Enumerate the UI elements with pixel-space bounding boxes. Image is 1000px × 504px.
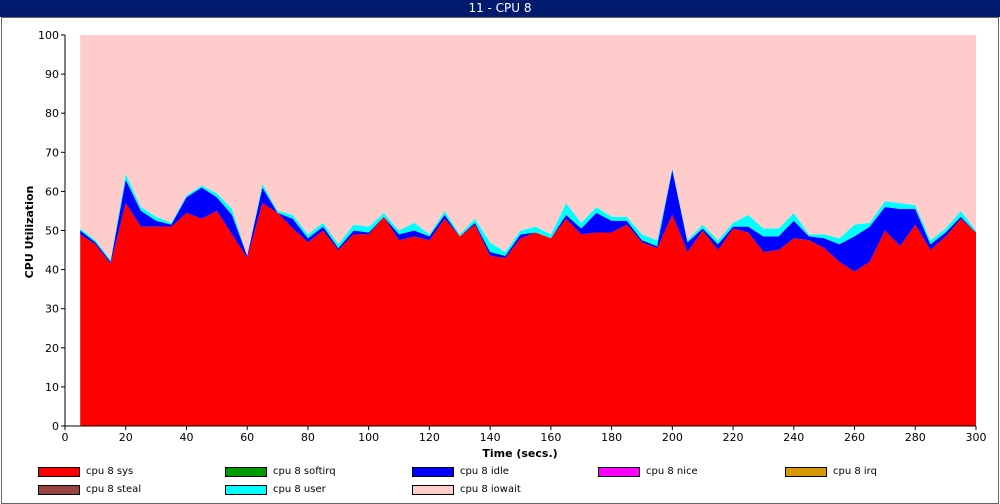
y-axis-label: CPU Utilization	[23, 186, 36, 279]
x-tick-label: 20	[119, 431, 133, 444]
x-tick-label: 0	[62, 431, 69, 444]
x-tick-label: 120	[419, 431, 440, 444]
legend-swatch	[38, 484, 80, 495]
legend-label: cpu 8 steal	[86, 484, 142, 495]
x-tick-label: 240	[783, 431, 804, 444]
legend-label: cpu 8 nice	[646, 466, 698, 477]
x-tick-label: 160	[540, 431, 561, 444]
stacked-areas	[80, 35, 976, 426]
legend-swatch	[785, 466, 827, 477]
x-tick-label: 40	[179, 431, 193, 444]
x-tick-label: 260	[844, 431, 865, 444]
legend-item: cpu 8 softirq	[225, 466, 336, 480]
y-tick-label: 80	[45, 107, 59, 120]
x-tick-label: 300	[966, 431, 987, 444]
x-tick-label: 60	[240, 431, 254, 444]
legend-swatch	[225, 466, 267, 477]
x-tick-label: 100	[358, 431, 379, 444]
y-tick-label: 100	[38, 29, 59, 42]
axes: 0 10 20 30 40 50 60 70 80 90 100 0 20 40 60 80 100 120 140…	[38, 29, 987, 444]
y-tick-label: 60	[45, 185, 59, 198]
y-tick-label: 0	[52, 420, 59, 433]
x-tick-label: 220	[723, 431, 744, 444]
x-tick-label: 180	[601, 431, 622, 444]
legend-swatch	[598, 466, 640, 477]
legend-item: cpu 8 nice	[598, 466, 698, 480]
x-tick-label: 80	[301, 431, 315, 444]
x-tick-label: 280	[905, 431, 926, 444]
legend-item: cpu 8 idle	[412, 466, 509, 480]
legend-item: cpu 8 sys	[38, 466, 133, 480]
legend-swatch	[38, 466, 80, 477]
y-tick-label: 40	[45, 264, 59, 277]
legend-label: cpu 8 idle	[460, 466, 509, 477]
y-tick-label: 10	[45, 381, 59, 394]
y-tick-label: 50	[45, 225, 59, 238]
legend-label: cpu 8 irq	[833, 466, 877, 477]
chart-window-title: 11 - CPU 8	[0, 0, 1000, 17]
area-cpu-8-iowait	[80, 35, 976, 260]
legend-item: cpu 8 iowait	[412, 484, 521, 498]
legend-item: cpu 8 steal	[38, 484, 141, 498]
legend-swatch	[412, 484, 454, 495]
x-tick-label: 140	[480, 431, 501, 444]
legend-label: cpu 8 iowait	[460, 484, 521, 495]
legend-label: cpu 8 sys	[86, 466, 134, 477]
legend-label: cpu 8 softirq	[273, 466, 336, 477]
x-axis-label: Time (secs.)	[482, 447, 557, 460]
legend-item: cpu 8 user	[225, 484, 326, 498]
chart-legend: cpu 8 sys cpu 8 softirq cpu 8 idle cpu 8 ni…	[0, 462, 1000, 504]
y-tick-label: 20	[45, 342, 59, 355]
legend-label: cpu 8 user	[273, 484, 326, 495]
y-tick-label: 70	[45, 146, 59, 159]
legend-swatch	[412, 466, 454, 477]
x-tick-label: 200	[662, 431, 683, 444]
legend-item: cpu 8 irq	[785, 466, 877, 480]
y-tick-label: 30	[45, 303, 59, 316]
area-cpu-8-sys	[80, 203, 976, 426]
legend-swatch	[225, 484, 267, 495]
y-tick-label: 90	[45, 68, 59, 81]
